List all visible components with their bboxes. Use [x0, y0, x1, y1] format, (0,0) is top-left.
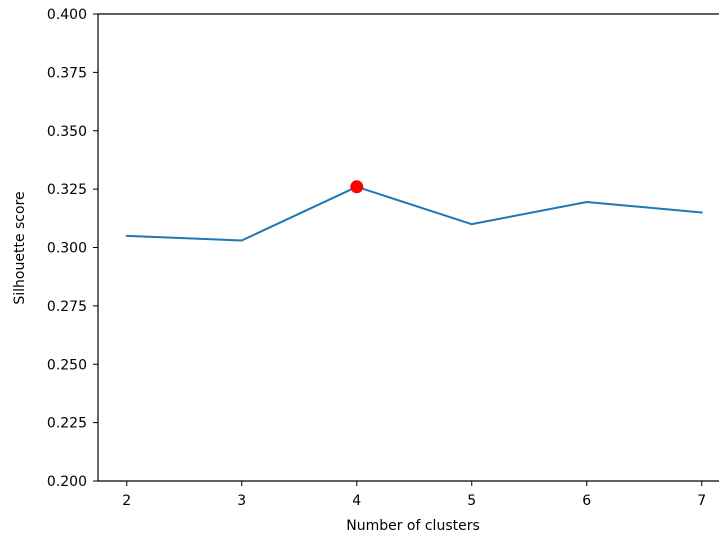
x-axis-label: Number of clusters — [346, 518, 480, 534]
y-axis-label: Silhouette score — [12, 191, 28, 304]
series-line — [125, 185, 703, 242]
y-tick-label: 0.375 — [47, 65, 87, 81]
y-tick-label: 0.250 — [47, 357, 87, 373]
y-tick-label: 0.300 — [47, 241, 87, 257]
best-k-marker — [350, 180, 364, 194]
axes: 0.200 0.225 0.250 0.275 0.300 0.325 0.350 0.375… — [47, 7, 719, 509]
x-tick-label: 4 — [352, 493, 361, 509]
x-tick-label: 6 — [582, 493, 591, 509]
x-tick-label: 3 — [237, 493, 246, 509]
y-tick-label: 0.325 — [47, 182, 87, 198]
y-tick-label: 0.400 — [47, 7, 87, 23]
y-tick-label: 0.275 — [47, 299, 87, 315]
x-tick-label: 5 — [467, 493, 476, 509]
x-tick-label: 2 — [122, 493, 131, 509]
y-tick-label: 0.200 — [47, 474, 87, 490]
y-tick-label: 0.350 — [47, 124, 87, 140]
y-tick-label: 0.225 — [47, 416, 87, 432]
x-tick-label: 7 — [697, 493, 706, 509]
plot-area — [125, 180, 703, 242]
